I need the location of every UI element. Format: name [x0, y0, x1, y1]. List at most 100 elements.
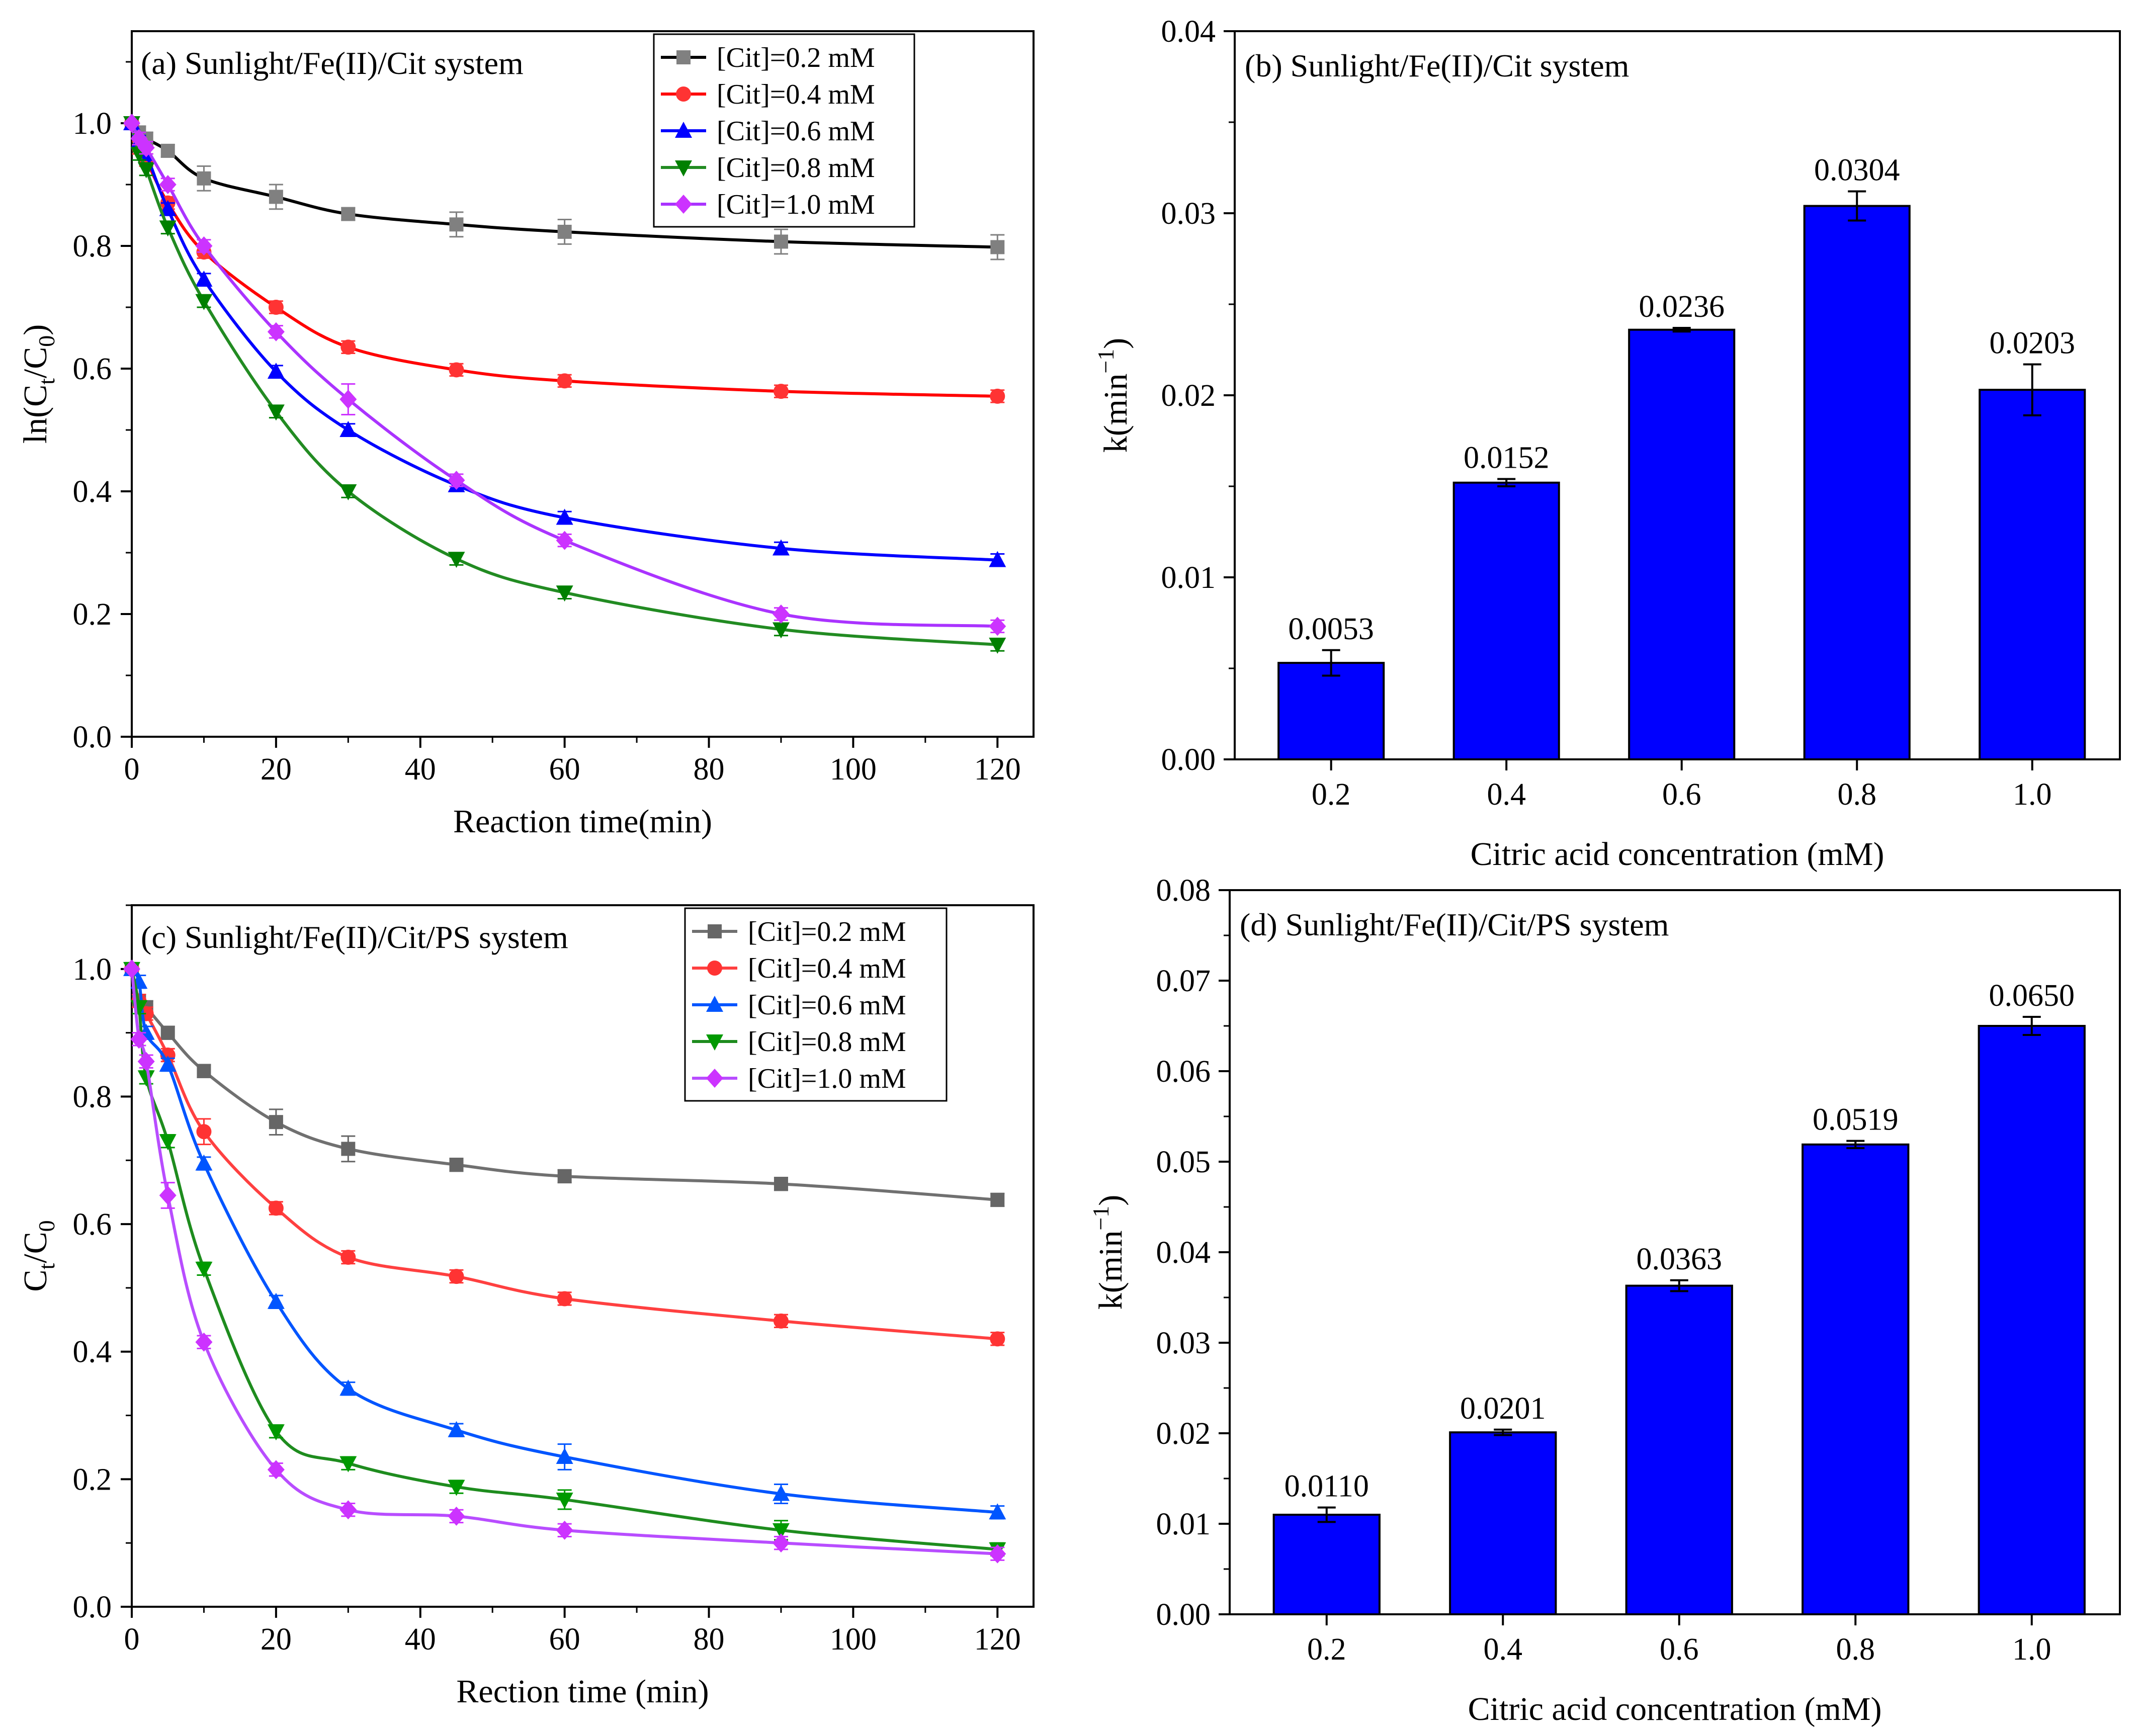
- y-tick-label: 0.2: [73, 1462, 112, 1497]
- data-point: [195, 1332, 213, 1352]
- data-point: [123, 114, 140, 133]
- data-point: [196, 1124, 212, 1140]
- error-bar: [1848, 190, 1866, 222]
- y-tick-label: 0.05: [1156, 1145, 1211, 1179]
- bar-value-label: 0.0650: [1989, 979, 2075, 1013]
- y-tick-label: 0.00: [1156, 1598, 1211, 1632]
- x-tick-label: 60: [549, 752, 580, 787]
- legend-marker: [706, 1069, 723, 1088]
- data-point: [556, 585, 573, 602]
- data-point: [772, 1533, 790, 1553]
- data-point: [556, 1492, 573, 1509]
- x-tick-label: 40: [405, 1622, 436, 1657]
- legend-label: [Cit]=1.0 mM: [748, 1063, 906, 1094]
- series-line: [130, 122, 998, 249]
- legend-label: [Cit]=0.4 mM: [748, 953, 906, 984]
- error-bar: [1497, 478, 1516, 487]
- x-tick-label: 20: [261, 1622, 292, 1657]
- data-point: [267, 363, 285, 379]
- x-tick-label: 120: [974, 752, 1021, 787]
- data-point: [267, 1292, 285, 1309]
- bar: [1802, 1143, 1910, 1616]
- plot-frame: [131, 904, 1035, 1608]
- y-tick-label: 0.03: [1156, 1326, 1211, 1360]
- data-point: [990, 388, 1005, 404]
- data-point: [556, 531, 573, 550]
- panel-title: (d) Sunlight/Fe(II)/Cit/PS system: [1240, 907, 1669, 942]
- data-point: [339, 1379, 357, 1396]
- x-tick-label: 1.0: [2013, 777, 2052, 812]
- data-point: [137, 1052, 155, 1071]
- error-bar: [1317, 1506, 1336, 1523]
- series-1: [125, 962, 1005, 1207]
- data-point: [130, 1029, 148, 1049]
- legend-label: [Cit]=0.6 mM: [717, 116, 875, 147]
- bar-value-label: 0.0363: [1637, 1242, 1723, 1276]
- data-point: [449, 362, 464, 378]
- x-tick-label: 0.8: [1837, 777, 1876, 812]
- legend-marker: [675, 160, 692, 177]
- data-point: [195, 236, 213, 255]
- data-point: [773, 384, 789, 399]
- bar-value-label: 0.0110: [1284, 1469, 1369, 1504]
- bar-value-label: 0.0152: [1464, 441, 1550, 475]
- data-point: [339, 1500, 357, 1520]
- data-point: [137, 162, 155, 179]
- error-bar: [1672, 327, 1691, 333]
- data-point: [197, 171, 211, 186]
- data-point: [341, 207, 356, 221]
- data-point: [159, 1134, 177, 1151]
- data-point: [448, 1506, 465, 1526]
- error-bar: [2022, 1016, 2041, 1036]
- legend-label: [Cit]=0.4 mM: [717, 79, 875, 110]
- x-tick-label: 0.6: [1662, 777, 1701, 812]
- y-tick-label: 0.00: [1161, 743, 1216, 777]
- legend-label: [Cit]=1.0 mM: [717, 189, 875, 220]
- panel-d-bar-chart: 0.00 0.01 0.02 0.03 0.04 0.05 0.06 0.07 0.08 0.2 0…: [1088, 874, 2121, 1727]
- bar-value-label: 0.0236: [1639, 290, 1725, 324]
- data-point: [772, 604, 790, 624]
- bar-value-label: 0.0304: [1814, 153, 1900, 188]
- data-point: [339, 390, 357, 409]
- data-point: [989, 617, 1006, 636]
- y-tick-label: 0.8: [73, 1080, 112, 1114]
- legend-label: [Cit]=0.8 mM: [717, 152, 875, 184]
- y-tick-label: 0.6: [73, 1207, 112, 1242]
- x-tick-label: 0.6: [1660, 1632, 1699, 1667]
- data-point: [989, 551, 1006, 567]
- legend-label: [Cit]=0.8 mM: [748, 1026, 906, 1058]
- data-point: [268, 300, 284, 315]
- data-point: [160, 1025, 175, 1040]
- data-point: [772, 622, 790, 639]
- y-axis-label: Ct/C0: [17, 1220, 59, 1291]
- data-point: [449, 217, 464, 232]
- legend-marker: [706, 1034, 723, 1051]
- y-tick-label: 0.4: [73, 1335, 112, 1369]
- data-point: [339, 1456, 357, 1472]
- plot-frame: [131, 30, 1035, 738]
- data-point: [159, 220, 177, 237]
- data-point: [448, 552, 465, 568]
- data-point: [195, 1261, 213, 1278]
- data-point: [159, 200, 177, 216]
- x-tick-label: 100: [830, 752, 877, 787]
- data-point: [267, 322, 285, 341]
- bar: [1628, 328, 1736, 760]
- y-tick-label: 0.06: [1156, 1055, 1211, 1089]
- data-point: [557, 1291, 572, 1307]
- y-tick-label: 0.01: [1156, 1507, 1211, 1541]
- data-point: [774, 1177, 788, 1191]
- data-point: [556, 1520, 573, 1540]
- y-tick-label: 0.8: [73, 229, 112, 264]
- data-point: [557, 1169, 572, 1183]
- x-tick-label: 0.8: [1836, 1632, 1875, 1667]
- data-point: [159, 175, 177, 194]
- legend-label: [Cit]=0.6 mM: [748, 990, 906, 1021]
- panel-title: (a) Sunlight/Fe(II)/Cit system: [141, 45, 524, 81]
- y-tick-label: 0.07: [1156, 964, 1211, 998]
- y-axis-label: k(min−1): [1088, 1195, 1129, 1310]
- bar: [1272, 1514, 1381, 1615]
- y-tick-label: 0.04: [1161, 15, 1216, 49]
- data-point: [137, 138, 155, 157]
- panel-title: (c) Sunlight/Fe(II)/Cit/PS system: [141, 919, 568, 955]
